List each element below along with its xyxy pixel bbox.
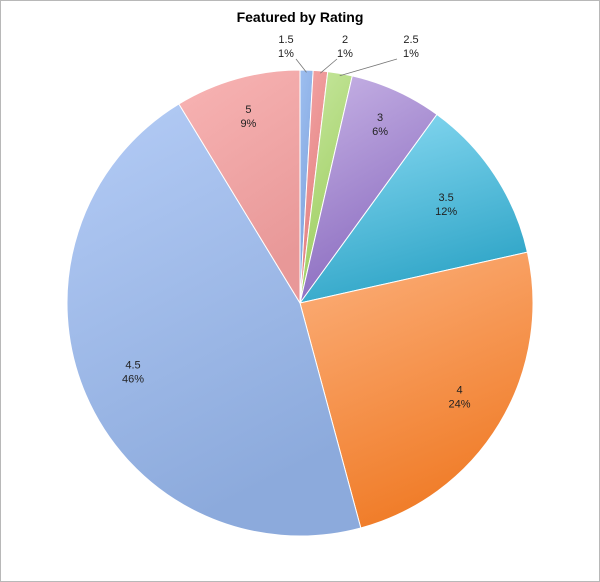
slice-percent-2: 1% <box>337 48 353 60</box>
pie-slice-5 <box>178 69 301 305</box>
slice-label-2-5: 2.5 <box>403 34 418 46</box>
slice-label-4-5: 4.5 <box>125 360 140 372</box>
leader-line-1-5 <box>295 58 307 73</box>
pie-slice-4-5 <box>66 103 362 537</box>
leader-line-2 <box>320 58 338 74</box>
slice-label-1-5: 1.5 <box>278 34 293 46</box>
slice-percent-3: 6% <box>372 126 388 138</box>
slice-label-5: 5 <box>245 104 251 116</box>
slice-label-4: 4 <box>456 384 462 396</box>
slice-percent-4: 24% <box>448 398 470 410</box>
slice-percent-3-5: 12% <box>435 206 457 218</box>
chart-title: Featured by Rating <box>236 9 364 25</box>
slice-percent-5: 9% <box>240 118 256 130</box>
slice-label-3: 3 <box>377 112 383 124</box>
slice-percent-2-5: 1% <box>403 48 419 60</box>
slice-label-2: 2 <box>342 34 348 46</box>
pie-slice-3-5 <box>298 113 528 304</box>
leader-line-2-5 <box>339 58 398 77</box>
slice-percent-4-5: 46% <box>122 374 144 386</box>
pie-slice-4 <box>299 251 534 529</box>
slice-percent-1-5: 1% <box>278 48 294 60</box>
slice-label-3-5: 3.5 <box>438 192 453 204</box>
